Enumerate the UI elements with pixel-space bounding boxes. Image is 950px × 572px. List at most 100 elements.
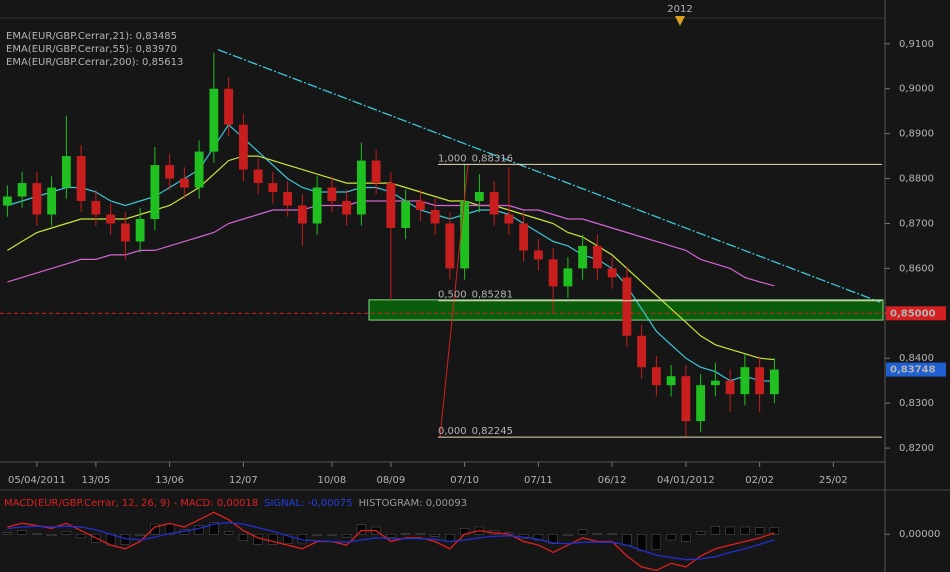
- candle-body: [2, 196, 12, 206]
- x-tick-label: 25/02: [819, 475, 848, 486]
- fib-level-label: 1,000 0,88316: [438, 153, 513, 164]
- candle-body: [607, 268, 617, 278]
- histogram-bar: [622, 533, 632, 546]
- candle-body: [297, 205, 307, 224]
- fib-price: 0,88316: [472, 153, 513, 164]
- fib-level-label: 0,000 0,82245: [438, 426, 513, 437]
- macd-label: MACD(EUR/GBP.Cerrar, 12, 26, 9) - MACD: …: [4, 498, 258, 509]
- x-tick-label: 12/07: [229, 475, 258, 486]
- candle-body: [445, 223, 455, 269]
- candle-body: [563, 268, 573, 287]
- candle-body: [150, 165, 160, 219]
- histogram-bar: [725, 526, 735, 535]
- period-marker: 2012: [667, 4, 692, 15]
- trendline: [217, 49, 881, 303]
- x-tick-label: 07/10: [450, 475, 479, 486]
- candle-body: [725, 380, 735, 395]
- histogram-bar: [356, 524, 367, 535]
- candle-body: [238, 124, 248, 170]
- candle-body: [696, 385, 706, 422]
- histogram-bar: [740, 526, 750, 535]
- histogram-bar: [209, 522, 219, 535]
- histogram-bar: [577, 529, 588, 535]
- fib-ratio: 0,500: [438, 290, 467, 301]
- fib-price: 0,82245: [472, 426, 513, 437]
- x-tick-label: 07/11: [524, 475, 553, 486]
- candle-body: [430, 210, 440, 224]
- histogram-bar: [238, 533, 249, 542]
- candle-body: [651, 367, 661, 386]
- candle-body: [710, 380, 720, 386]
- x-tick-label: 13/06: [155, 475, 184, 486]
- histogram-bar: [17, 530, 27, 535]
- candle-body: [312, 187, 322, 224]
- x-tick-label: 08/09: [376, 475, 405, 486]
- candle-body: [224, 88, 234, 125]
- candle-body: [489, 192, 499, 215]
- candle-body: [268, 183, 278, 193]
- price-tag: [886, 306, 946, 321]
- x-tick-label: 06/12: [598, 475, 627, 486]
- x-tick-label: 05/04/2011: [8, 475, 66, 486]
- candle-body: [76, 156, 86, 202]
- x-tick-label: 13/05: [81, 475, 110, 486]
- fib-price: 0,85281: [472, 290, 513, 301]
- candle-body: [460, 201, 470, 269]
- histogram-bar: [533, 533, 544, 541]
- x-tick-label: 10/08: [317, 475, 346, 486]
- macd-line: [7, 511, 775, 572]
- histogram-bar: [223, 531, 234, 535]
- histogram-bar: [651, 533, 662, 550]
- candle-body: [637, 335, 647, 368]
- price-tag-label: 0,85000: [890, 308, 936, 319]
- candle-body: [17, 183, 27, 197]
- candle-body: [769, 369, 779, 395]
- histogram-bar: [607, 533, 617, 535]
- candle-body: [209, 88, 219, 152]
- candle-body: [283, 192, 293, 206]
- histogram-bar: [32, 533, 42, 535]
- candle-body: [253, 169, 263, 184]
- candle-body: [179, 178, 189, 188]
- candle-body: [386, 183, 396, 228]
- y-tick-label: 0,8600: [899, 263, 934, 274]
- candle-body: [356, 160, 366, 215]
- y-tick-label: 0,00000: [899, 529, 940, 540]
- x-tick-label: 02/02: [745, 475, 774, 486]
- histogram-bar: [341, 533, 352, 538]
- histogram-label: HISTOGRAM: 0,00093: [359, 498, 467, 509]
- histogram-bar: [754, 527, 765, 535]
- candle-body: [504, 214, 514, 224]
- histogram-bar: [386, 533, 396, 538]
- y-tick-label: 0,9100: [899, 39, 934, 50]
- histogram-bar: [76, 533, 86, 539]
- y-tick-label: 0,8900: [899, 129, 934, 140]
- candle-body: [120, 223, 130, 242]
- fib-ratio: 0,000: [438, 426, 467, 437]
- y-tick-label: 0,8200: [899, 443, 934, 454]
- candle-body: [165, 165, 175, 179]
- y-tick-label: 0,8300: [899, 398, 934, 409]
- histogram-bar: [2, 532, 13, 535]
- histogram-bar: [710, 525, 721, 535]
- period-marker-icon: [675, 16, 685, 26]
- histogram-bar: [563, 533, 573, 536]
- candle-body: [61, 156, 71, 188]
- x-tick-label: 04/01/2012: [657, 475, 715, 486]
- histogram-bar: [327, 533, 337, 536]
- candle-body: [371, 160, 381, 184]
- candle-body: [474, 192, 484, 202]
- histogram-bar: [430, 533, 440, 537]
- candle-body: [32, 183, 42, 215]
- candle-body: [533, 250, 543, 260]
- y-tick-label: 0,9000: [899, 84, 934, 95]
- candle-body: [681, 376, 691, 422]
- candle-body: [401, 201, 411, 228]
- candle-body: [342, 201, 352, 215]
- macd-line: [7, 521, 775, 561]
- price-tag-label: 0,83748: [890, 365, 936, 376]
- legend-entry: EMA(EUR/GBP.Cerrar,200): 0,85613: [6, 57, 183, 68]
- histogram-bar: [695, 531, 706, 535]
- candle-body: [755, 367, 765, 395]
